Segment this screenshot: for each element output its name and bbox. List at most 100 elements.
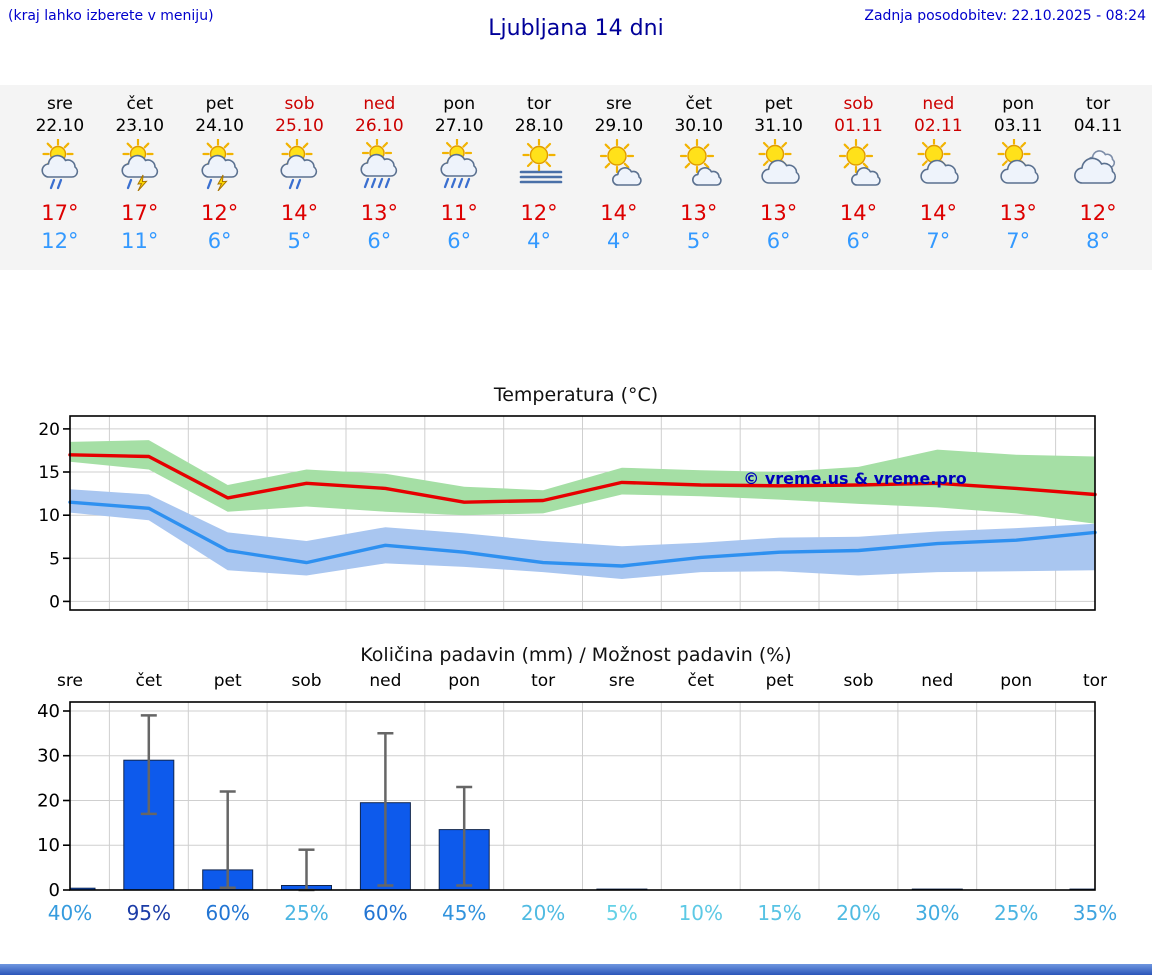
temp-min: 6° <box>367 229 392 253</box>
day-name: pet <box>764 94 793 114</box>
weather-icon-wrap <box>1058 139 1138 195</box>
weather-icon-wrap <box>659 138 739 195</box>
temp-max: 14° <box>919 201 957 225</box>
forecast-strip: sre 22.10 17° 12° čet 23.10 17° 11° pet 24.10 12° 6… <box>0 85 1152 270</box>
temp-ytick-label: 10 <box>38 506 60 526</box>
sun-cloud-rain-icon <box>41 138 79 190</box>
temp-min: 4° <box>527 229 551 253</box>
temp-max: 11° <box>440 201 478 225</box>
precip-probability-label: 95% <box>127 901 171 925</box>
precip-day-label: ned <box>369 671 401 691</box>
temp-max: 13° <box>680 201 718 225</box>
temp-min: 4° <box>606 229 631 253</box>
temp-ytick-label: 15 <box>38 463 60 483</box>
forecast-day: tor 28.10 12° 4° <box>499 93 579 270</box>
temp-ytick-label: 0 <box>49 592 60 612</box>
temp-max: 12° <box>201 201 239 225</box>
forecast-day: pet 31.10 13° 6° <box>739 93 819 270</box>
weather-icon-wrap <box>180 138 260 195</box>
day-date: 24.10 <box>195 116 244 136</box>
temp-min: 6° <box>766 229 791 253</box>
temp-max: 13° <box>360 201 398 225</box>
temp-min: 11° <box>121 229 159 253</box>
precip-day-label: sob <box>843 671 873 691</box>
day-date: 22.10 <box>35 116 85 136</box>
temp-min: 7° <box>1006 229 1031 253</box>
weather-icon-wrap <box>20 138 100 195</box>
weather-icon-wrap <box>819 138 899 195</box>
temp-min: 6° <box>447 229 472 253</box>
temp-min: 5° <box>287 229 312 253</box>
page-title: Ljubljana 14 dni <box>488 16 664 41</box>
precip-day-label: pet <box>214 671 242 691</box>
precip-probability-label: 45% <box>442 901 486 925</box>
precip-ytick-label: 30 <box>37 746 60 767</box>
day-date: 23.10 <box>115 116 165 136</box>
sun-cloud-icon <box>758 137 800 184</box>
temp-max: 14° <box>839 201 878 225</box>
sun-cloud-thunder-icon <box>121 138 158 192</box>
day-date: 25.10 <box>275 116 324 136</box>
forecast-day: čet 23.10 17° 11° <box>100 93 180 270</box>
forecast-day: sob 01.11 14° 6° <box>819 93 899 270</box>
day-name: tor <box>527 94 552 114</box>
day-date: 27.10 <box>434 116 484 136</box>
day-date: 29.10 <box>594 116 644 136</box>
forecast-day: ned 02.11 14° 7° <box>898 93 978 270</box>
day-name: čet <box>126 94 154 114</box>
precip-probability-label: 5% <box>606 901 638 925</box>
precip-probability-label: 10% <box>679 901 723 925</box>
temp-min: 12° <box>41 229 79 253</box>
day-name: sob <box>843 94 874 114</box>
day-name: sob <box>284 94 315 114</box>
temp-line-temperatura-min <box>68 500 1097 568</box>
temp-max-range-band <box>70 440 1095 524</box>
precip-day-label: čet <box>688 671 715 691</box>
bottom-bar <box>0 964 1152 975</box>
temp-ytick-label: 5 <box>49 549 60 569</box>
precip-day-label: tor <box>1083 671 1107 691</box>
day-name: sre <box>46 94 73 114</box>
day-date: 31.10 <box>754 116 803 136</box>
precip-chart-title: Količina padavin (mm) / Možnost padavin … <box>360 644 792 666</box>
watermark-link[interactable]: © vreme.us & vreme.pro <box>743 469 966 488</box>
precip-day-label: pet <box>766 671 794 691</box>
precip-day-label: sob <box>291 671 321 691</box>
day-date: 03.11 <box>993 116 1043 136</box>
forecast-day: pon 03.11 13° 7° <box>978 93 1058 270</box>
menu-hint: (kraj lahko izberete v meniju) <box>8 8 214 24</box>
day-name: pon <box>1002 94 1035 114</box>
sun-small-cloud-icon <box>839 138 882 186</box>
precip-probability-label: 60% <box>363 901 407 925</box>
precip-ytick-label: 0 <box>49 880 60 901</box>
temp-min: 6° <box>207 229 232 253</box>
day-date: 04.11 <box>1073 116 1123 136</box>
precip-day-label: tor <box>531 671 555 691</box>
temp-line-temperatura-max <box>68 453 1097 504</box>
precipitation-chart: sre čet pet sob ned pon tor sre čet pet sob ned pon t… <box>37 671 1117 925</box>
day-date: 01.11 <box>834 116 883 136</box>
temp-max: 13° <box>999 201 1037 225</box>
precip-day-label: ned <box>921 671 953 691</box>
precip-probability-label: 15% <box>757 901 801 925</box>
sun-cloud-rain-icon <box>280 138 318 190</box>
precip-day-label: čet <box>136 671 163 691</box>
day-name: pet <box>205 94 234 114</box>
weather-icon-wrap <box>579 138 659 195</box>
temp-max: 14° <box>280 201 319 225</box>
day-name: sre <box>605 94 632 114</box>
precip-ytick-label: 20 <box>37 791 60 812</box>
precip-ytick-label: 10 <box>37 835 60 856</box>
weather-icon-wrap <box>499 138 579 195</box>
day-name: ned <box>363 94 396 114</box>
forecast-day: sre 22.10 17° 12° <box>20 93 100 270</box>
precip-ytick-label: 40 <box>37 701 60 722</box>
precip-probability-label: 35% <box>1073 901 1117 925</box>
day-name: ned <box>922 94 955 114</box>
precip-probability-label: 25% <box>284 901 328 925</box>
precip-probability-label: 20% <box>521 901 565 925</box>
day-name: pon <box>443 94 476 114</box>
weather-icon-wrap <box>260 138 340 195</box>
day-name: čet <box>685 94 713 114</box>
temp-max: 17° <box>121 201 159 225</box>
